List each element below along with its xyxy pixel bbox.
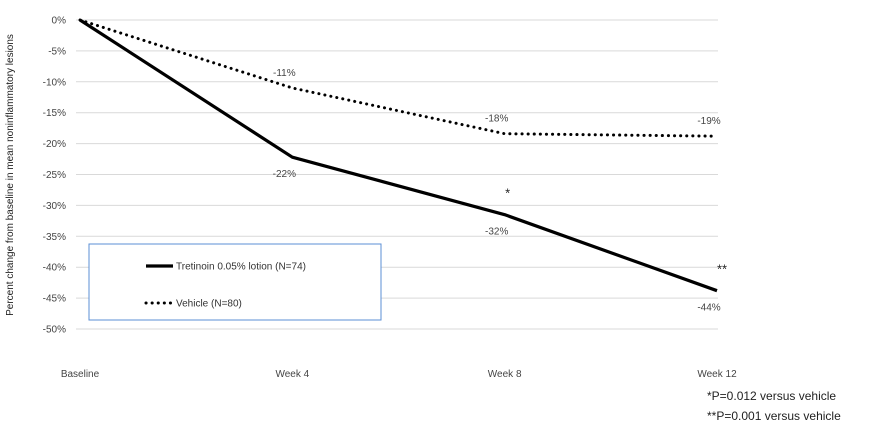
- data-label: -32%: [485, 227, 508, 238]
- data-label: -19%: [697, 116, 720, 127]
- chart-series: [78, 18, 719, 293]
- legend-label: Vehicle (N=80): [176, 299, 242, 310]
- y-tick-label: -45%: [43, 294, 66, 305]
- tretinoin-series-line: [79, 18, 718, 293]
- chart-gridlines: [76, 19, 718, 330]
- x-tick-label: Week 8: [488, 369, 522, 380]
- y-tick-label: -10%: [43, 77, 66, 88]
- footnote-1: *P=0.012 versus vehicle: [707, 389, 836, 403]
- y-tick-label: -15%: [43, 108, 66, 119]
- legend-box: [88, 243, 382, 321]
- x-axis-tick-labels: Baseline Week 4 Week 8 Week 12: [61, 369, 737, 380]
- y-tick-label: 0%: [52, 16, 67, 27]
- chart-legend: Tretinoin 0.05% lotion (N=74) Vehicle (N=…: [88, 243, 382, 321]
- data-label: -18%: [485, 114, 508, 125]
- significance-marker: *: [505, 186, 510, 201]
- y-axis-label: Percent change from baseline in mean non…: [5, 34, 16, 316]
- x-tick-label: Week 4: [275, 369, 309, 380]
- y-tick-label: -50%: [43, 325, 66, 336]
- y-tick-label: -20%: [43, 139, 66, 150]
- data-label: -44%: [697, 303, 720, 314]
- data-label: -11%: [273, 68, 296, 79]
- chart-data-labels: -22%-32%-44%***-11%-18% -19%: [273, 68, 727, 314]
- vehicle-series-line: [78, 18, 719, 138]
- y-tick-label: -5%: [48, 46, 66, 57]
- footnote-2: **P=0.001 versus vehicle: [707, 409, 841, 423]
- footnotes: *P=0.012 versus vehicle **P=0.001 versus…: [707, 389, 841, 423]
- x-tick-label: Week 12: [697, 369, 737, 380]
- y-axis-tick-labels: 0% -5% -10% -15% -20% -25% -30% -35% -40% -45% -50…: [43, 16, 66, 336]
- legend-label: Tretinoin 0.05% lotion (N=74): [176, 262, 306, 273]
- data-label: -22%: [273, 169, 296, 180]
- y-tick-label: -25%: [43, 170, 66, 181]
- y-tick-label: -40%: [43, 263, 66, 274]
- y-tick-label: -30%: [43, 201, 66, 212]
- x-tick-label: Baseline: [61, 369, 100, 380]
- y-tick-label: -35%: [43, 232, 66, 243]
- significance-marker: **: [717, 262, 727, 277]
